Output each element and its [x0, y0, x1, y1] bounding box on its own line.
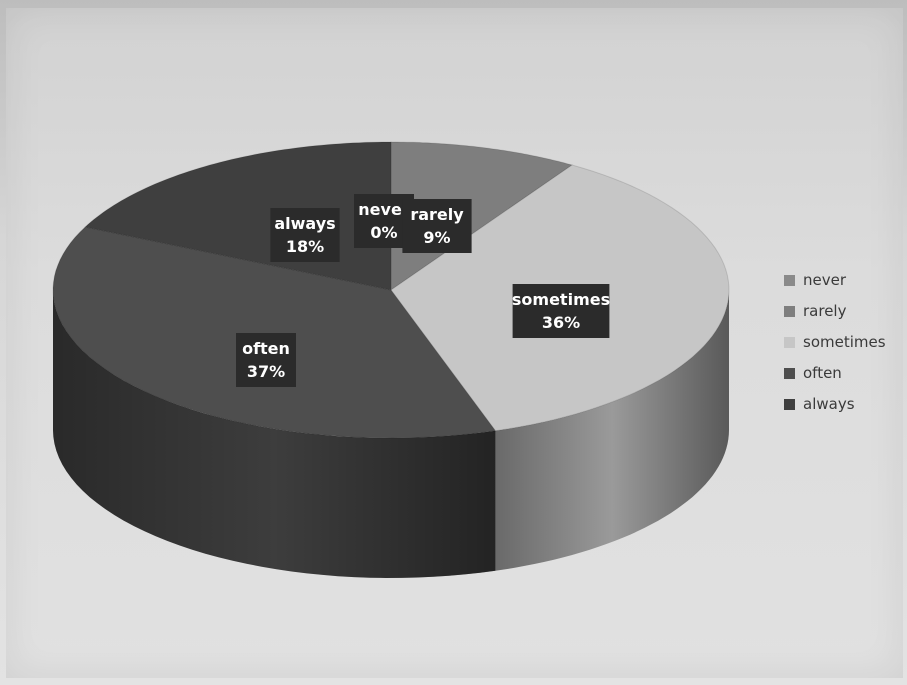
data-label-box-often: [236, 333, 296, 387]
legend-item-rarely: rarely: [784, 302, 847, 320]
legend-swatch-rarely: [784, 306, 795, 317]
legend-label-sometimes: sometimes: [803, 333, 886, 351]
legend-swatch-never: [784, 275, 795, 286]
data-label-value-never: 0%: [370, 223, 397, 242]
data-label-category-often: often: [242, 339, 290, 358]
legend-item-never: never: [784, 271, 847, 289]
data-label-category-sometimes: sometimes: [512, 290, 610, 309]
legend-label-always: always: [803, 395, 855, 413]
pie-side-shade-often: [53, 290, 496, 578]
data-label-category-rarely: rarely: [410, 205, 464, 224]
legend-item-always: always: [784, 395, 855, 413]
legend-item-sometimes: sometimes: [784, 333, 886, 351]
data-label-value-sometimes: 36%: [542, 313, 580, 332]
pie-slice-often: [52, 226, 497, 439]
legend-swatch-always: [784, 399, 795, 410]
data-label-value-often: 37%: [247, 362, 285, 381]
data-label-rarely: rarely 9%: [402, 199, 472, 253]
pie-tops: [52, 141, 730, 439]
pie-side-shade-sometimes: [495, 290, 729, 571]
data-label-category-always: always: [274, 214, 335, 233]
legend-label-rarely: rarely: [803, 302, 847, 320]
legend-item-often: often: [784, 364, 842, 382]
data-label-box-sometimes: [512, 284, 610, 338]
legend: never rarely sometimes often always: [784, 271, 886, 413]
data-label-always: always 18%: [270, 208, 340, 262]
data-label-category-never: never: [358, 200, 410, 219]
data-label-value-rarely: 9%: [423, 228, 450, 247]
data-label-box-always: [270, 208, 340, 262]
data-label-value-always: 18%: [286, 237, 324, 256]
legend-label-never: never: [803, 271, 847, 289]
legend-label-often: often: [803, 364, 842, 382]
data-labels: never 0% rarely 9% sometimes 36% often 37% alway…: [236, 194, 610, 387]
legend-swatch-often: [784, 368, 795, 379]
data-label-box-rarely: [402, 199, 472, 253]
data-label-often: often 37%: [236, 333, 296, 387]
data-label-sometimes: sometimes 36%: [512, 284, 610, 338]
pie-sides: [53, 290, 729, 578]
legend-swatch-sometimes: [784, 337, 795, 348]
